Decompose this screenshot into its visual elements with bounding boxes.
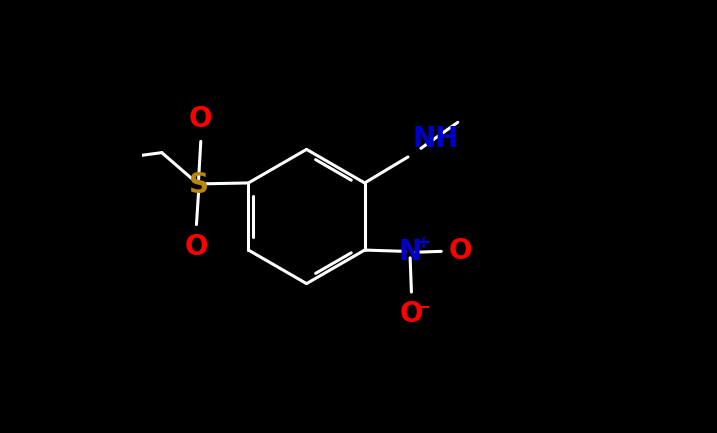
Text: O: O [185, 233, 208, 261]
Text: +: + [414, 234, 429, 252]
Text: O: O [399, 300, 423, 328]
Text: −: − [415, 299, 430, 317]
Text: N: N [399, 238, 422, 266]
Text: S: S [189, 171, 209, 199]
Text: NH: NH [413, 125, 459, 153]
Text: O: O [189, 105, 212, 133]
Text: O: O [449, 237, 473, 265]
